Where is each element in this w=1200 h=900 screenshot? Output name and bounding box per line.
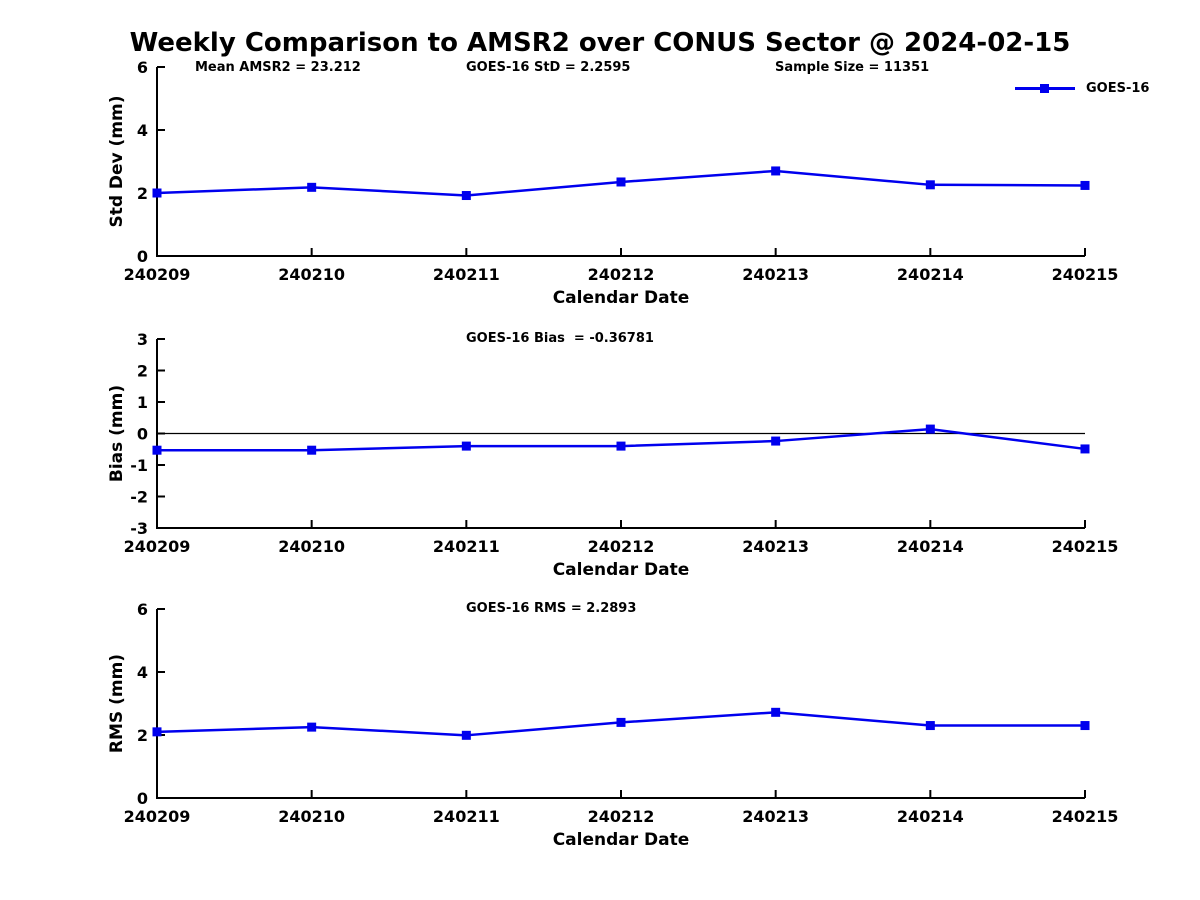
x-tick-label: 240209	[124, 265, 191, 284]
data-point	[1080, 180, 1090, 190]
y-tick-label: 4	[137, 663, 148, 682]
y-tick-label: 1	[137, 393, 148, 412]
data-point	[925, 424, 935, 434]
x-tick-label: 240213	[742, 265, 809, 284]
data-point	[307, 445, 317, 455]
x-axis-label: Calendar Date	[553, 830, 690, 850]
x-tick-label: 240211	[433, 807, 500, 826]
subplot-title: GOES-16 RMS = 2.2893	[466, 601, 636, 616]
y-tick-label: 4	[137, 121, 148, 140]
x-tick-label: 240213	[742, 807, 809, 826]
y-axis-label: Bias (mm)	[107, 385, 127, 482]
y-tick-label: 2	[137, 726, 148, 745]
data-point	[616, 177, 626, 187]
x-tick-label: 240210	[278, 807, 345, 826]
y-tick-label: 0	[137, 425, 148, 444]
x-tick-label: 240210	[278, 265, 345, 284]
x-tick-label: 240215	[1052, 537, 1119, 556]
legend: GOES-16	[1015, 80, 1149, 96]
x-tick-label: 240212	[588, 807, 655, 826]
x-tick-label: 240214	[897, 265, 964, 284]
x-tick-label: 240212	[588, 537, 655, 556]
y-tick-label: 0	[137, 789, 148, 808]
data-point	[616, 717, 626, 727]
y-tick-label: 6	[137, 58, 148, 77]
data-point	[925, 180, 935, 190]
data-point	[461, 730, 471, 740]
y-tick-label: -3	[130, 519, 148, 538]
y-tick-label: 3	[137, 330, 148, 349]
data-point	[771, 166, 781, 176]
data-point	[461, 191, 471, 201]
x-axis-label: Calendar Date	[553, 560, 690, 580]
x-tick-label: 240210	[278, 537, 345, 556]
y-tick-label: -1	[130, 456, 148, 475]
y-tick-label: 2	[137, 184, 148, 203]
y-tick-label: 6	[137, 600, 148, 619]
axes-spines	[156, 609, 1085, 799]
data-point	[771, 707, 781, 717]
y-tick-label: 2	[137, 362, 148, 381]
annotation-mean-amsr2: Mean AMSR2 = 23.212	[195, 60, 361, 75]
data-point	[152, 188, 162, 198]
figure-title: Weekly Comparison to AMSR2 over CONUS Se…	[129, 28, 1071, 58]
data-point	[307, 722, 317, 732]
x-tick-label: 240213	[742, 537, 809, 556]
data-point	[1080, 721, 1090, 731]
x-tick-label: 240215	[1052, 265, 1119, 284]
x-tick-label: 240209	[124, 807, 191, 826]
x-tick-label: 240215	[1052, 807, 1119, 826]
data-point	[925, 721, 935, 731]
x-tick-label: 240214	[897, 537, 964, 556]
x-tick-label: 240214	[897, 807, 964, 826]
x-axis-label: Calendar Date	[553, 288, 690, 308]
data-point	[1080, 444, 1090, 454]
annotation-sample-size: Sample Size = 11351	[775, 60, 930, 75]
y-axis-label: RMS (mm)	[107, 654, 127, 753]
x-tick-label: 240209	[124, 537, 191, 556]
x-tick-label: 240211	[433, 537, 500, 556]
legend-label: GOES-16	[1086, 80, 1150, 96]
x-tick-label: 240211	[433, 265, 500, 284]
legend-line	[1015, 83, 1075, 93]
axes-spines	[156, 67, 1085, 257]
data-point	[307, 182, 317, 192]
data-point	[152, 445, 162, 455]
x-tick-label: 240212	[588, 265, 655, 284]
data-point	[152, 727, 162, 737]
legend-square-marker-icon	[1040, 83, 1049, 93]
data-point	[616, 441, 626, 451]
annotation-goes16-std: GOES-16 StD = 2.2595	[466, 60, 631, 75]
y-axis-label: Std Dev (mm)	[107, 95, 127, 227]
subplot-title: GOES-16 Bias = -0.36781	[466, 331, 654, 346]
y-tick-label: 0	[137, 247, 148, 266]
data-point	[771, 436, 781, 446]
y-tick-label: -2	[130, 488, 148, 507]
data-point	[461, 441, 471, 451]
